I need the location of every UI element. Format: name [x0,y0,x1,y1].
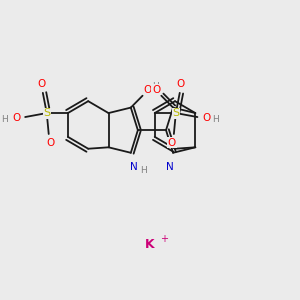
Text: O: O [46,138,55,148]
Text: H: H [1,115,8,124]
Text: H: H [213,115,219,124]
Text: H: H [152,82,159,91]
Text: N: N [130,162,138,172]
Text: +: + [160,234,168,244]
Text: O: O [38,79,46,89]
Text: K: K [145,238,155,250]
Text: O: O [177,79,185,89]
Text: S: S [172,108,179,118]
Text: S: S [43,108,50,118]
Text: O: O [152,85,160,95]
Text: O: O [143,85,152,95]
Text: O: O [202,113,210,123]
Text: O: O [168,138,176,148]
Text: H: H [140,166,147,175]
Text: O: O [12,113,20,123]
Text: N: N [166,162,174,172]
